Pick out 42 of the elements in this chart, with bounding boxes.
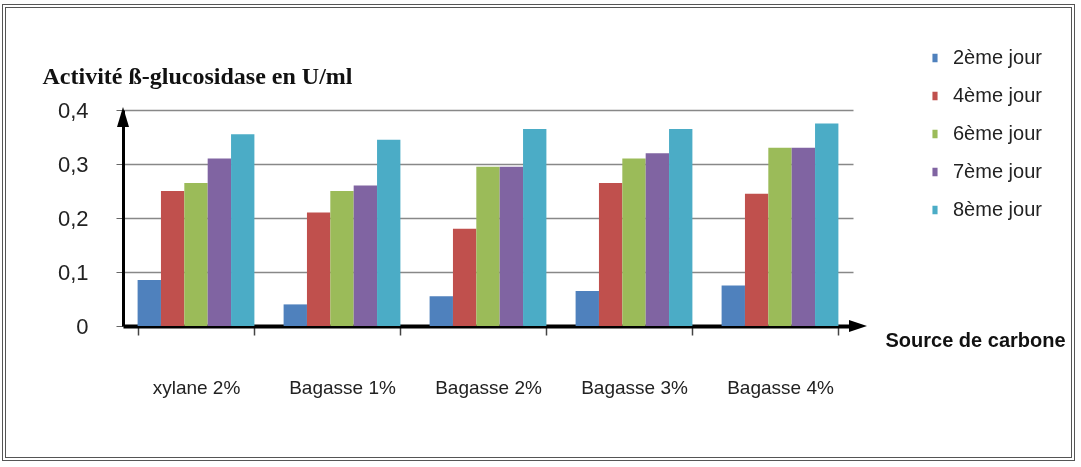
bar	[815, 123, 839, 326]
bar	[231, 134, 255, 326]
y-tick-label: 0	[76, 313, 89, 339]
bar	[184, 182, 208, 326]
bar	[575, 290, 599, 326]
y-axis-title: Activité ß-glucosidase en U/ml	[42, 62, 353, 89]
bar	[207, 158, 232, 326]
y-tick-label: 0,3	[57, 151, 89, 177]
bar	[744, 193, 769, 326]
bar	[283, 304, 307, 326]
bar	[306, 212, 331, 326]
bar	[598, 182, 623, 326]
x-axis-title: Source de carbone	[885, 328, 1066, 351]
y-tick-label: 0,2	[57, 205, 89, 231]
bar	[377, 139, 401, 326]
x-tick-label: Bagasse 4%	[727, 376, 834, 398]
x-tick-label: xylane 2%	[152, 376, 241, 398]
bar	[452, 228, 477, 326]
legend-label: 7ème jour	[953, 160, 1043, 182]
x-tick-label: Bagasse 3%	[581, 376, 688, 398]
y-tick-label: 0,1	[57, 259, 89, 285]
bar	[476, 166, 500, 326]
bar	[353, 185, 378, 326]
bar	[645, 153, 670, 326]
bar	[137, 280, 161, 326]
bar	[721, 285, 745, 326]
bar	[330, 191, 354, 326]
bar	[791, 147, 816, 326]
bar	[622, 158, 646, 326]
legend-label: 6ème jour	[953, 122, 1043, 144]
legend-label: 2ème jour	[953, 46, 1043, 68]
bar	[160, 191, 185, 326]
x-tick-label: Bagasse 2%	[435, 376, 542, 398]
y-tick-label: 0,4	[57, 97, 89, 123]
bar	[499, 166, 524, 326]
bar	[669, 128, 693, 326]
bar	[768, 147, 792, 326]
bar	[523, 128, 547, 326]
legend-label: 4ème jour	[953, 84, 1043, 106]
x-tick-label: Bagasse 1%	[289, 376, 396, 398]
bar	[429, 296, 453, 326]
legend-label: 8ème jour	[953, 198, 1043, 220]
